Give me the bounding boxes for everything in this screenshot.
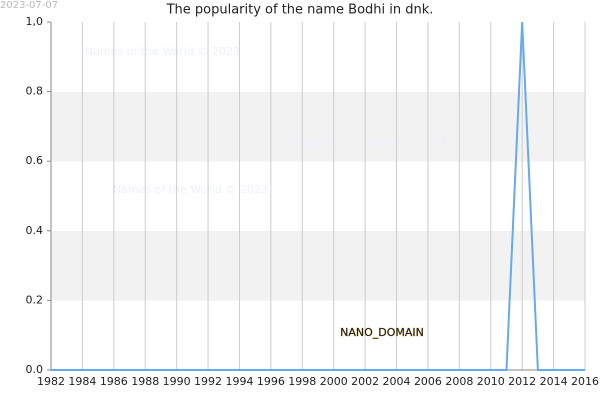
badge: NANO_DOMAIN xyxy=(340,326,424,339)
x-tick-label: 1990 xyxy=(163,375,191,388)
x-tick-label: 1988 xyxy=(131,375,159,388)
x-tick-label: 1984 xyxy=(68,375,96,388)
watermark: Names of the World © 2023 xyxy=(292,137,447,150)
y-tick-label: 0.6 xyxy=(26,154,44,167)
y-tick-label: 1,0 xyxy=(26,15,44,28)
x-tick-label: 1994 xyxy=(225,375,253,388)
x-tick-label: 2008 xyxy=(445,375,473,388)
date-stamp: 2023-07-07 xyxy=(0,0,58,11)
x-tick-label: 2006 xyxy=(414,375,442,388)
y-tick-label: 0.4 xyxy=(26,224,44,237)
x-tick-label: 2010 xyxy=(477,375,505,388)
x-tick-label: 1992 xyxy=(194,375,222,388)
x-tick-label: 2000 xyxy=(320,375,348,388)
x-tick-label: 2014 xyxy=(540,375,568,388)
watermark: Names of the World © 2023 xyxy=(113,183,268,196)
x-tick-label: 2002 xyxy=(351,375,379,388)
x-tick-label: 2012 xyxy=(508,375,536,388)
y-tick-label: 0.8 xyxy=(26,85,44,98)
y-tick-label: 0.0 xyxy=(26,363,44,376)
x-tick-label: 2016 xyxy=(571,375,599,388)
x-tick-label: 1982 xyxy=(37,375,65,388)
x-tick-label: 1998 xyxy=(288,375,316,388)
series-line xyxy=(51,21,585,371)
x-tick-label: 1986 xyxy=(100,375,128,388)
band xyxy=(51,92,585,162)
chart-title: The popularity of the name Bodhi in dnk. xyxy=(166,3,434,18)
watermark: Names of the World © 2023 xyxy=(85,45,240,58)
band xyxy=(51,231,585,301)
x-tick-label: 1996 xyxy=(257,375,285,388)
x-tick-label: 2004 xyxy=(383,375,411,388)
y-tick-label: 0.2 xyxy=(26,293,44,306)
